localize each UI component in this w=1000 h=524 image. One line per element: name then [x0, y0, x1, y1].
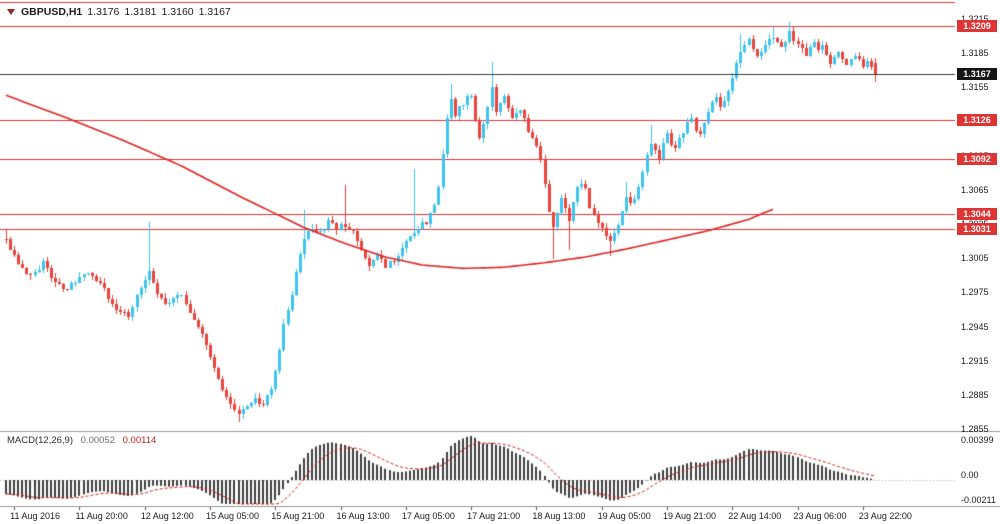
chart-symbol-icon [7, 9, 15, 15]
macd-main-value: 0.00052 [80, 435, 115, 446]
macd-name-label: MACD(12,26,9) [7, 435, 73, 446]
macd-signal-value: 0.00114 [122, 435, 157, 446]
symbol-timeframe-label: GBPUSD,H1 [21, 6, 83, 18]
ohlc-high-value: 1.3181 [124, 6, 157, 18]
ohlc-low-value: 1.3160 [161, 6, 194, 18]
macd-indicator-header: MACD(12,26,9) 0.00052 0.00114 [7, 435, 156, 446]
chart-title: GBPUSD,H1 1.3176 1.3181 1.3160 1.3167 [7, 6, 231, 18]
ohlc-close-value: 1.3167 [198, 6, 231, 18]
ohlc-open-value: 1.3176 [87, 6, 120, 18]
